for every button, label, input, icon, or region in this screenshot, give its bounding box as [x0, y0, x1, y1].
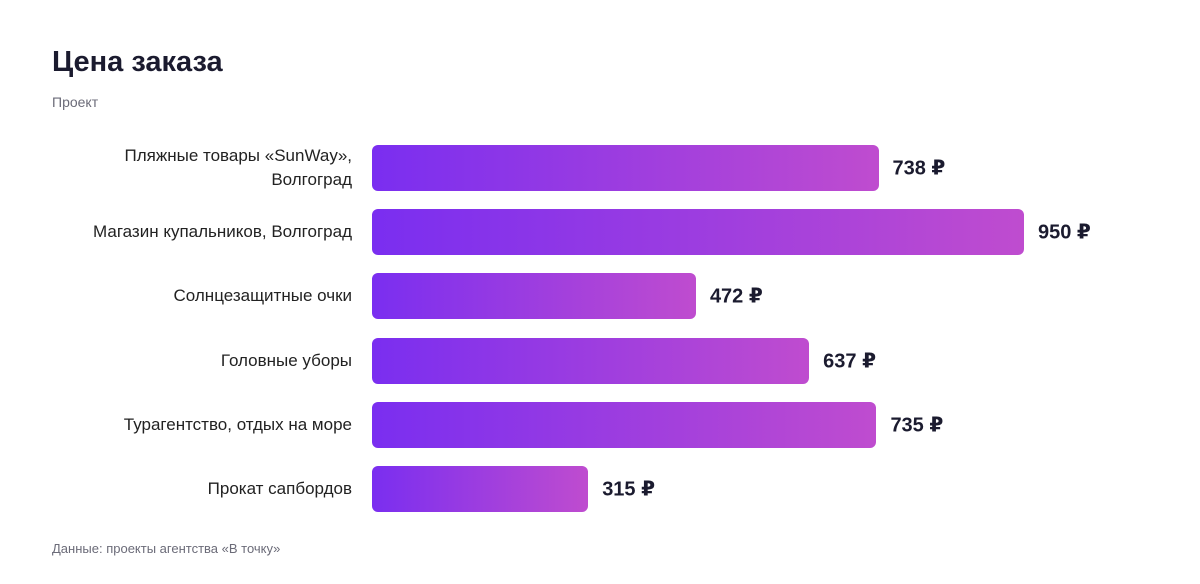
bar [372, 337, 810, 384]
category-label: Солнцезащитные очки [173, 286, 352, 306]
value-label: 950 ₽ [1038, 221, 1091, 244]
value-label: 735 ₽ [890, 414, 944, 437]
category-label: Пляжные товары «SunWay», Волгоград [124, 146, 353, 189]
bar [372, 466, 589, 512]
category-label: Головные уборы [220, 350, 352, 370]
category-label: Магазин купальников, Волгоград [93, 222, 352, 242]
chart-title: Цена заказа [52, 46, 223, 78]
value-label: 738 ₽ [892, 157, 946, 180]
source-note: Данные: проекты агентства «В точку» [52, 541, 281, 556]
chart-subtitle: Проект [52, 94, 99, 110]
value-label: 472 ₽ [709, 285, 763, 308]
bar [372, 145, 879, 191]
bar [372, 401, 877, 448]
value-label: 315 ₽ [602, 478, 656, 501]
value-label: 637 ₽ [823, 350, 877, 373]
bar [372, 273, 696, 320]
category-label: Турагентство, отдых на море [123, 414, 352, 434]
category-label: Прокат сапбордов [207, 479, 352, 498]
bar [372, 209, 1024, 256]
